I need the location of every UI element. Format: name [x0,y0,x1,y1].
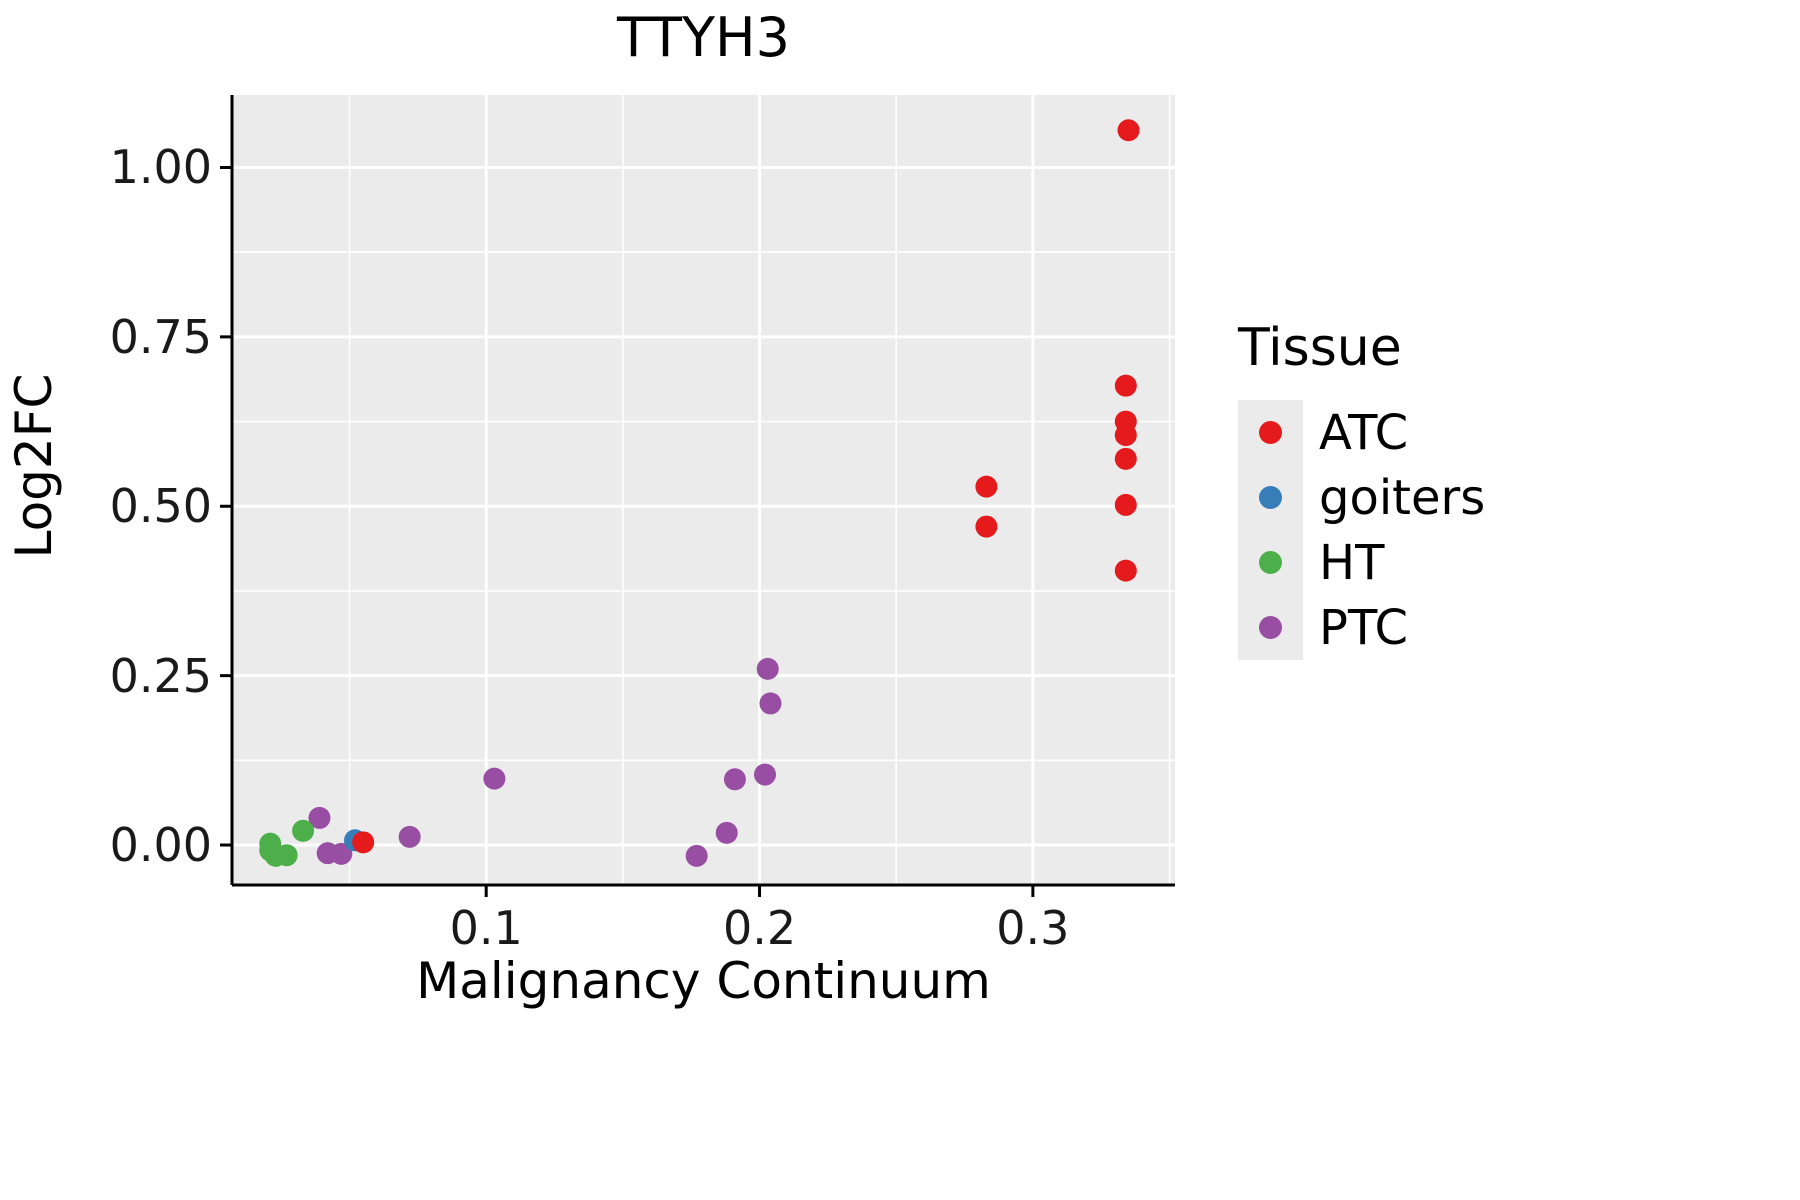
point-PTC [308,806,331,829]
point-PTC [715,821,738,844]
legend-dot-PTC [1259,616,1282,639]
x-axis-label: Malignancy Continuum [416,952,991,1010]
legend-key-goiters [1238,465,1303,530]
point-ATC [1114,447,1137,470]
point-PTC [723,768,746,791]
legend-dot-ATC [1259,421,1282,444]
legend-label-ATC: ATC [1319,404,1409,461]
x-tick-label: 0.1 [449,901,523,955]
legend-item-HT: HT [1238,530,1485,595]
point-PTC [754,763,776,786]
point-PTC [330,842,353,865]
legend: Tissue ATC goiters HT PTC [1238,318,1485,660]
point-ATC [1114,374,1137,397]
legend-key-PTC [1238,595,1303,660]
point-PTC [685,844,708,867]
x-tick-label: 0.3 [996,901,1070,955]
point-PTC [759,692,782,715]
y-tick-label: 0.00 [109,818,212,873]
point-PTC [756,657,779,680]
point-ATC [1114,493,1137,516]
y-tick-label: 0.50 [109,479,212,534]
point-ATC [975,515,998,538]
legend-title: Tissue [1238,318,1402,378]
legend-label-HT: HT [1319,534,1385,591]
legend-items: ATC goiters HT PTC [1238,400,1485,660]
legend-key-HT [1238,530,1303,595]
point-PTC [483,767,506,790]
y-tick-label: 0.75 [109,309,212,364]
point-ATC [1117,119,1140,142]
legend-item-PTC: PTC [1238,595,1485,660]
point-ATC [1114,424,1137,447]
chart-title: TTYH3 [617,6,790,69]
point-HT [275,844,298,867]
legend-dot-goiters [1259,486,1282,509]
legend-label-PTC: PTC [1319,599,1408,656]
point-ATC [352,831,375,854]
plot-panel [220,95,1175,897]
point-PTC [398,825,421,848]
panel-background [232,95,1175,885]
legend-label-goiters: goiters [1319,469,1486,526]
point-ATC [1114,559,1137,582]
y-tick-label: 0.25 [109,648,212,703]
legend-dot-HT [1259,551,1282,574]
legend-key-ATC [1238,400,1303,465]
legend-item-ATC: ATC [1238,400,1485,465]
point-ATC [975,475,998,498]
y-tick-label: 1.00 [109,140,212,195]
point-HT [292,819,315,842]
x-tick-label: 0.2 [722,901,797,955]
legend-item-goiters: goiters [1238,465,1485,530]
